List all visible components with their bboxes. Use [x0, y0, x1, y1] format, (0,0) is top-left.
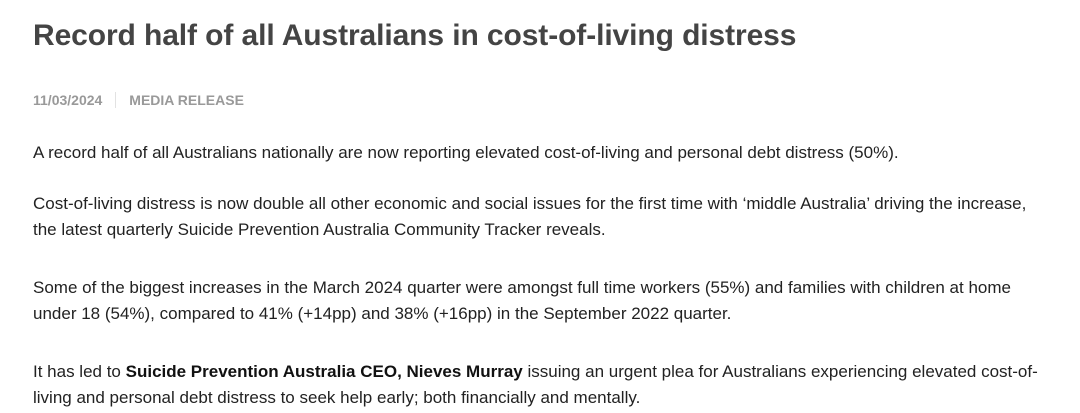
publish-date: 11/03/2024	[33, 92, 103, 108]
paragraph-4-intro: It has led to	[33, 362, 126, 381]
category-label[interactable]: MEDIA RELEASE	[129, 92, 244, 108]
paragraph-4-rest: issuing an urgent plea for Australians e…	[33, 362, 1038, 407]
paragraph-4: It has led to Suicide Prevention Austral…	[33, 359, 1073, 411]
ceo-name: Suicide Prevention Australia CEO, Nieves…	[125, 362, 523, 381]
article-meta: 11/03/2024 MEDIA RELEASE	[33, 92, 244, 108]
page-title: Record half of all Australians in cost-o…	[33, 19, 797, 52]
paragraph-3: Some of the biggest increases in the Mar…	[33, 278, 1011, 323]
paragraph-2: Cost-of-living distress is now double al…	[33, 194, 1027, 239]
meta-divider	[115, 92, 117, 108]
paragraph-1: A record half of all Australians nationa…	[33, 143, 899, 162]
